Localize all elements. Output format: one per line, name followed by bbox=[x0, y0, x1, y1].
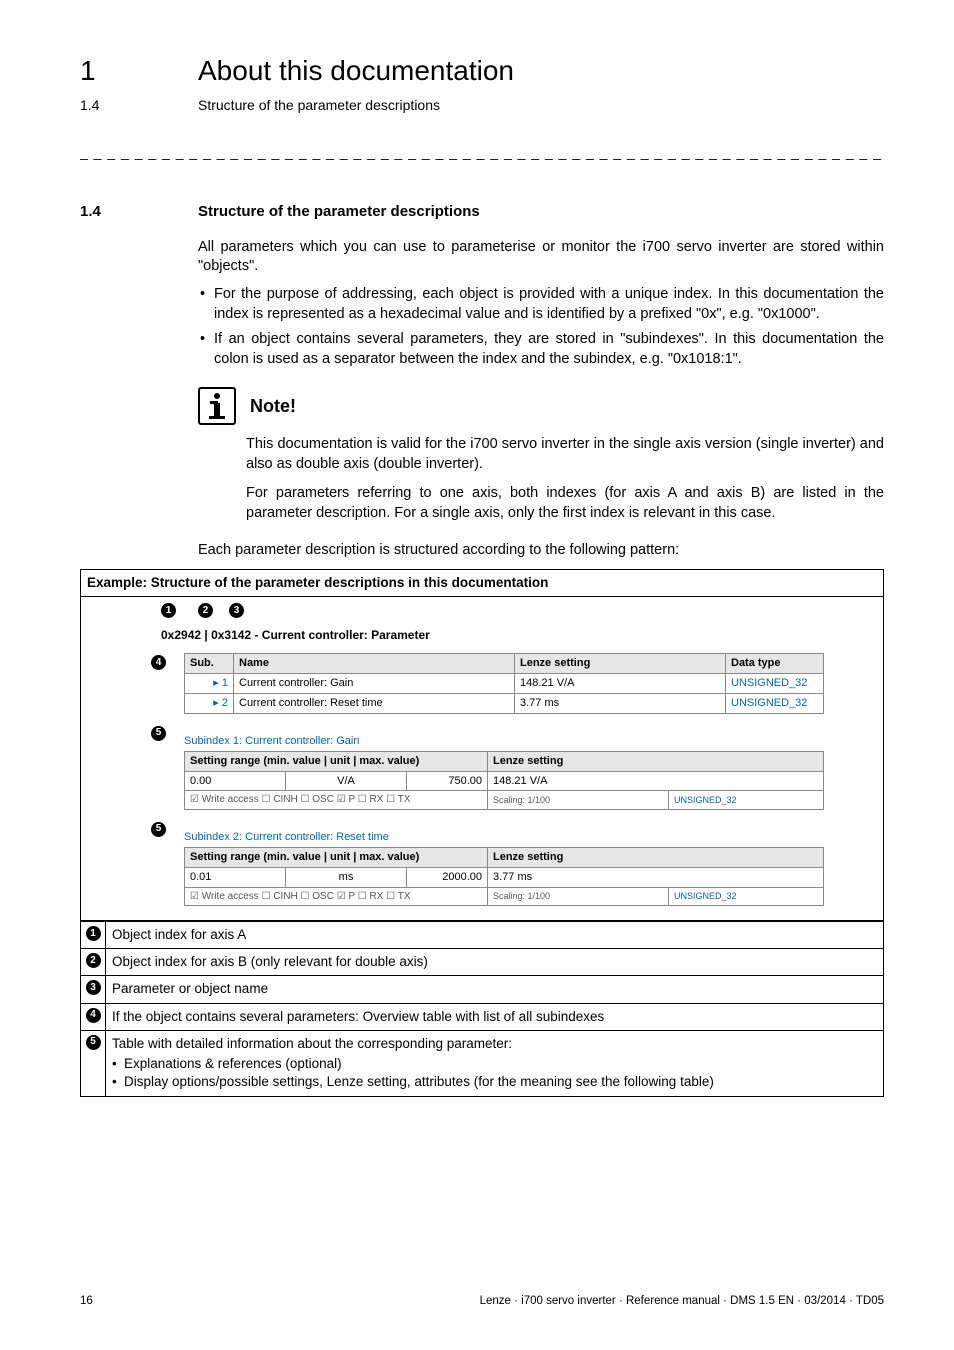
legend-row: 5 Table with detailed information about … bbox=[81, 1030, 883, 1096]
note-paragraph: This documentation is valid for the i700… bbox=[246, 435, 884, 474]
subindex2-table: Subindex 2: Current controller: Reset ti… bbox=[184, 820, 824, 906]
col-name: Name bbox=[234, 654, 515, 674]
example-figure: 1 2 3 0x2942 | 0x3142 - Current controll… bbox=[81, 597, 883, 921]
info-icon bbox=[198, 387, 236, 425]
legend-1-icon: 1 bbox=[86, 926, 101, 941]
bullet-item: For the purpose of addressing, each obje… bbox=[198, 285, 884, 324]
table-row: ▸ 2 Current controller: Reset time 3.77 … bbox=[185, 694, 824, 714]
callout-5-icon: 5 bbox=[151, 726, 166, 741]
table-row: ▸ 1 Current controller: Gain 148.21 V/A … bbox=[185, 674, 824, 694]
figure-object-title: 0x2942 | 0x3142 - Current controller: Pa… bbox=[161, 627, 843, 643]
note-label: Note! bbox=[250, 394, 296, 418]
chapter-number: 1 bbox=[80, 52, 198, 90]
section-title: Structure of the parameter descriptions bbox=[198, 202, 480, 222]
legend-text: Parameter or object name bbox=[106, 976, 883, 1002]
subchapter-title-top: Structure of the parameter descriptions bbox=[198, 96, 440, 115]
legend-row: 1 Object index for axis A bbox=[81, 921, 883, 948]
overview-table: Sub. Name Lenze setting Data type ▸ 1 Cu… bbox=[184, 653, 824, 714]
legend-row: 3 Parameter or object name bbox=[81, 975, 883, 1002]
example-box: Example: Structure of the parameter desc… bbox=[80, 569, 884, 1097]
callout-2-icon: 2 bbox=[198, 603, 213, 618]
chapter-title: About this documentation bbox=[198, 52, 514, 90]
footer-meta: Lenze · i700 servo inverter · Reference … bbox=[480, 1294, 884, 1310]
callout-5b-icon: 5 bbox=[151, 822, 166, 837]
dash-separator: _ _ _ _ _ _ _ _ _ _ _ _ _ _ _ _ _ _ _ _ … bbox=[80, 143, 884, 162]
subindex1-table: Subindex 1: Current controller: Gain Set… bbox=[184, 724, 824, 810]
legend-text: Object index for axis B (only relevant f… bbox=[106, 949, 883, 975]
legend-4-icon: 4 bbox=[86, 1008, 101, 1023]
legend-text: Table with detailed information about th… bbox=[106, 1031, 883, 1096]
col-type: Data type bbox=[726, 654, 824, 674]
subchapter-number-top: 1.4 bbox=[80, 96, 198, 115]
legend-2-icon: 2 bbox=[86, 953, 101, 968]
lead-out-paragraph: Each parameter description is structured… bbox=[198, 541, 884, 561]
col-sub: Sub. bbox=[185, 654, 234, 674]
callout-1-icon: 1 bbox=[161, 603, 176, 618]
intro-paragraph: All parameters which you can use to para… bbox=[198, 238, 884, 277]
callout-3-icon: 3 bbox=[229, 603, 244, 618]
example-header: Example: Structure of the parameter desc… bbox=[81, 570, 883, 597]
legend-row: 2 Object index for axis B (only relevant… bbox=[81, 948, 883, 975]
legend-row: 4 If the object contains several paramet… bbox=[81, 1003, 883, 1030]
legend-3-icon: 3 bbox=[86, 980, 101, 995]
section-number: 1.4 bbox=[80, 202, 198, 222]
note-paragraph: For parameters referring to one axis, bo… bbox=[246, 484, 884, 523]
legend-text: Object index for axis A bbox=[106, 922, 883, 948]
col-setting: Lenze setting bbox=[515, 654, 726, 674]
bullet-item: If an object contains several parameters… bbox=[198, 330, 884, 369]
legend-5-icon: 5 bbox=[86, 1035, 101, 1050]
legend-text: If the object contains several parameter… bbox=[106, 1004, 883, 1030]
callout-4-icon: 4 bbox=[151, 655, 166, 670]
page-number: 16 bbox=[80, 1294, 93, 1310]
